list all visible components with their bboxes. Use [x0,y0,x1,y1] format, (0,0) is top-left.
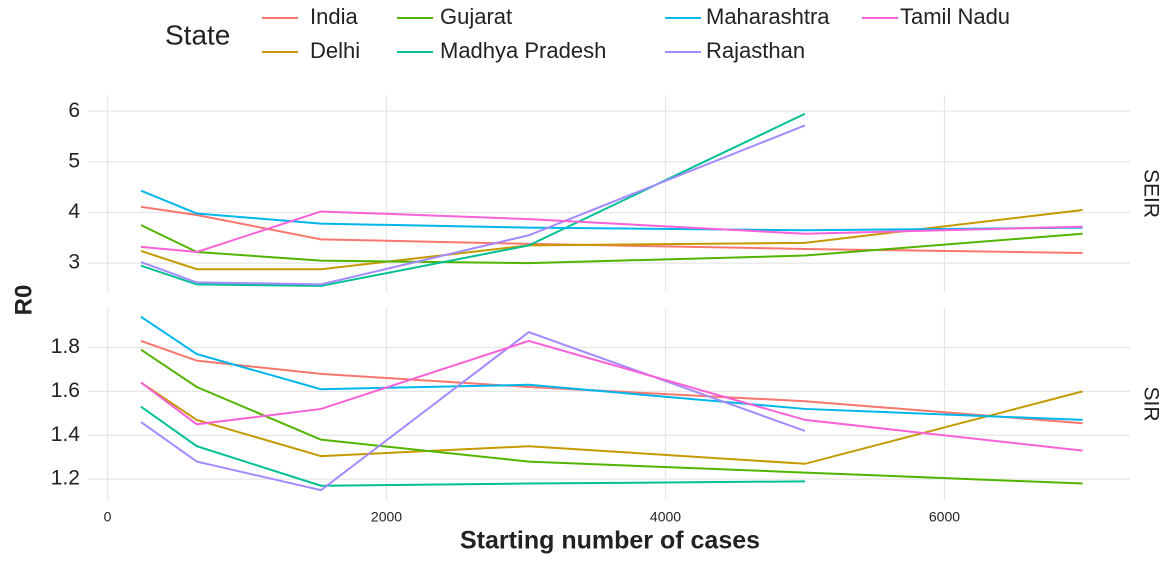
series-line [140,348,1083,485]
series-line [140,124,806,286]
y-tick-label: 5 [68,149,80,172]
y-tick-label: 1.2 [51,467,80,490]
y-axis-label: R0 [10,285,37,316]
facet-label: SIR [1139,386,1162,421]
series-line [140,224,1083,265]
x-axis-label: Starting number of cases [460,527,760,555]
legend-label: Gujarat [440,4,512,29]
legend-label: Maharashtra [706,4,830,29]
series-line [140,405,805,487]
series-line [140,339,1083,452]
x-tick-label: 4000 [650,509,681,525]
legend-label: Delhi [310,38,360,63]
series-line [140,331,806,492]
series-line [140,205,1083,255]
legend-title: State [165,19,230,50]
x-tick-label: 2000 [371,509,402,525]
y-tick-label: 1.8 [51,335,80,358]
y-tick-label: 1.6 [51,379,80,402]
legend-label: India [310,4,358,29]
y-tick-label: 1.4 [51,423,81,446]
series-line [140,112,806,287]
series-line [140,210,1083,254]
y-tick-label: 6 [68,99,80,122]
legend-label: Rajasthan [706,38,805,63]
x-tick-label: 6000 [929,509,960,525]
series-line [140,339,1083,425]
series-line [140,315,1083,421]
x-tick-label: 0 [104,509,112,525]
series-line [140,189,1083,232]
legend-label: Tamil Nadu [900,4,1010,29]
facet-label: SEIR [1139,169,1162,218]
series-line [140,208,1083,271]
y-tick-label: 4 [68,200,80,223]
legend-label: Madhya Pradesh [440,38,606,63]
y-tick-label: 3 [68,251,80,274]
